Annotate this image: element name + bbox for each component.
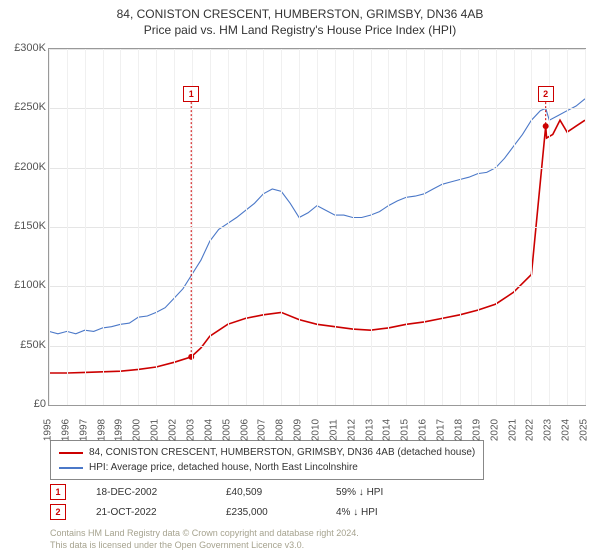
legend-swatch (59, 452, 83, 454)
x-tick-label: 2008 (275, 419, 286, 441)
gridline-v (371, 49, 372, 405)
gridline-v (335, 49, 336, 405)
transaction-hpi: 4% ↓ HPI (336, 507, 436, 518)
transaction-price: £40,509 (226, 487, 306, 498)
x-tick-label: 2019 (471, 419, 482, 441)
gridline-v (549, 49, 550, 405)
transaction-marker: 2 (50, 504, 66, 520)
x-tick-label: 2002 (168, 419, 179, 441)
gridline-v (192, 49, 193, 405)
x-tick-label: 2005 (221, 419, 232, 441)
legend-swatch (59, 467, 83, 469)
gridline-v (299, 49, 300, 405)
x-tick-label: 2011 (328, 419, 339, 441)
gridline-v (478, 49, 479, 405)
gridline-v (156, 49, 157, 405)
marker-box-2: 2 (538, 86, 554, 102)
y-tick-label: £250K (2, 101, 46, 113)
y-tick-label: £150K (2, 220, 46, 232)
gridline-v (388, 49, 389, 405)
chart-legend: 84, CONISTON CRESCENT, HUMBERSTON, GRIMS… (50, 440, 484, 480)
x-tick-label: 2000 (132, 419, 143, 441)
x-tick-label: 2020 (489, 419, 500, 441)
gridline-v (281, 49, 282, 405)
chart-title-line2: Price paid vs. HM Land Registry's House … (0, 22, 600, 38)
x-tick-label: 2012 (346, 419, 357, 441)
legend-row: 84, CONISTON CRESCENT, HUMBERSTON, GRIMS… (59, 445, 475, 460)
gridline-v (531, 49, 532, 405)
gridline-v (103, 49, 104, 405)
x-tick-label: 2024 (561, 419, 572, 441)
gridline-v (120, 49, 121, 405)
transaction-price: £235,000 (226, 507, 306, 518)
gridline-v (406, 49, 407, 405)
transaction-hpi: 59% ↓ HPI (336, 487, 436, 498)
gridline-v (49, 49, 50, 405)
transaction-date: 21-OCT-2022 (96, 507, 196, 518)
x-tick-label: 2003 (185, 419, 196, 441)
legend-label: HPI: Average price, detached house, Nort… (89, 460, 358, 475)
x-tick-label: 2013 (364, 419, 375, 441)
x-tick-label: 2016 (418, 419, 429, 441)
marker-box-1: 1 (183, 86, 199, 102)
gridline-v (317, 49, 318, 405)
x-tick-label: 1997 (78, 419, 89, 441)
chart-plot-area: 12 (48, 48, 586, 406)
y-tick-label: £0 (2, 398, 46, 410)
x-tick-label: 2001 (150, 419, 161, 441)
x-tick-label: 1999 (114, 419, 125, 441)
x-tick-label: 1996 (60, 419, 71, 441)
y-tick-label: £100K (2, 279, 46, 291)
gridline-v (442, 49, 443, 405)
x-tick-label: 2017 (436, 419, 447, 441)
legend-label: 84, CONISTON CRESCENT, HUMBERSTON, GRIMS… (89, 445, 475, 460)
gridline-v (228, 49, 229, 405)
x-tick-label: 2014 (382, 419, 393, 441)
x-tick-label: 2010 (311, 419, 322, 441)
chart-title-block: 84, CONISTON CRESCENT, HUMBERSTON, GRIMS… (0, 0, 600, 38)
x-tick-label: 1998 (96, 419, 107, 441)
transaction-date: 18-DEC-2002 (96, 487, 196, 498)
x-tick-label: 2023 (543, 419, 554, 441)
gridline-v (67, 49, 68, 405)
gridline-v (174, 49, 175, 405)
legend-row: HPI: Average price, detached house, Nort… (59, 460, 475, 475)
x-tick-label: 2025 (579, 419, 590, 441)
x-tick-label: 1995 (43, 419, 54, 441)
gridline-v (585, 49, 586, 405)
gridline-v (85, 49, 86, 405)
gridline-v (138, 49, 139, 405)
gridline-v (424, 49, 425, 405)
chart-title-line1: 84, CONISTON CRESCENT, HUMBERSTON, GRIMS… (0, 6, 600, 22)
transactions-table: 1 18-DEC-2002 £40,509 59% ↓ HPI 2 21-OCT-2022… (50, 482, 436, 522)
gridline-v (567, 49, 568, 405)
x-tick-label: 2009 (293, 419, 304, 441)
gridline-v (496, 49, 497, 405)
transaction-marker: 1 (50, 484, 66, 500)
x-tick-label: 2007 (257, 419, 268, 441)
transaction-row: 1 18-DEC-2002 £40,509 59% ↓ HPI (50, 482, 436, 502)
y-tick-label: £50K (2, 339, 46, 351)
gridline-v (210, 49, 211, 405)
x-tick-label: 2018 (453, 419, 464, 441)
gridline-v (460, 49, 461, 405)
y-tick-label: £300K (2, 42, 46, 54)
x-tick-label: 2022 (525, 419, 536, 441)
gridline-v (353, 49, 354, 405)
gridline-v (263, 49, 264, 405)
marker-dot (543, 123, 549, 129)
transaction-row: 2 21-OCT-2022 £235,000 4% ↓ HPI (50, 502, 436, 522)
y-tick-label: £200K (2, 161, 46, 173)
gridline-v (514, 49, 515, 405)
attribution-text: Contains HM Land Registry data © Crown c… (50, 528, 359, 551)
attribution-line2: This data is licensed under the Open Gov… (50, 540, 359, 552)
gridline-v (246, 49, 247, 405)
x-tick-label: 2015 (400, 419, 411, 441)
x-tick-label: 2004 (203, 419, 214, 441)
x-tick-label: 2021 (507, 419, 518, 441)
attribution-line1: Contains HM Land Registry data © Crown c… (50, 528, 359, 540)
x-tick-label: 2006 (239, 419, 250, 441)
